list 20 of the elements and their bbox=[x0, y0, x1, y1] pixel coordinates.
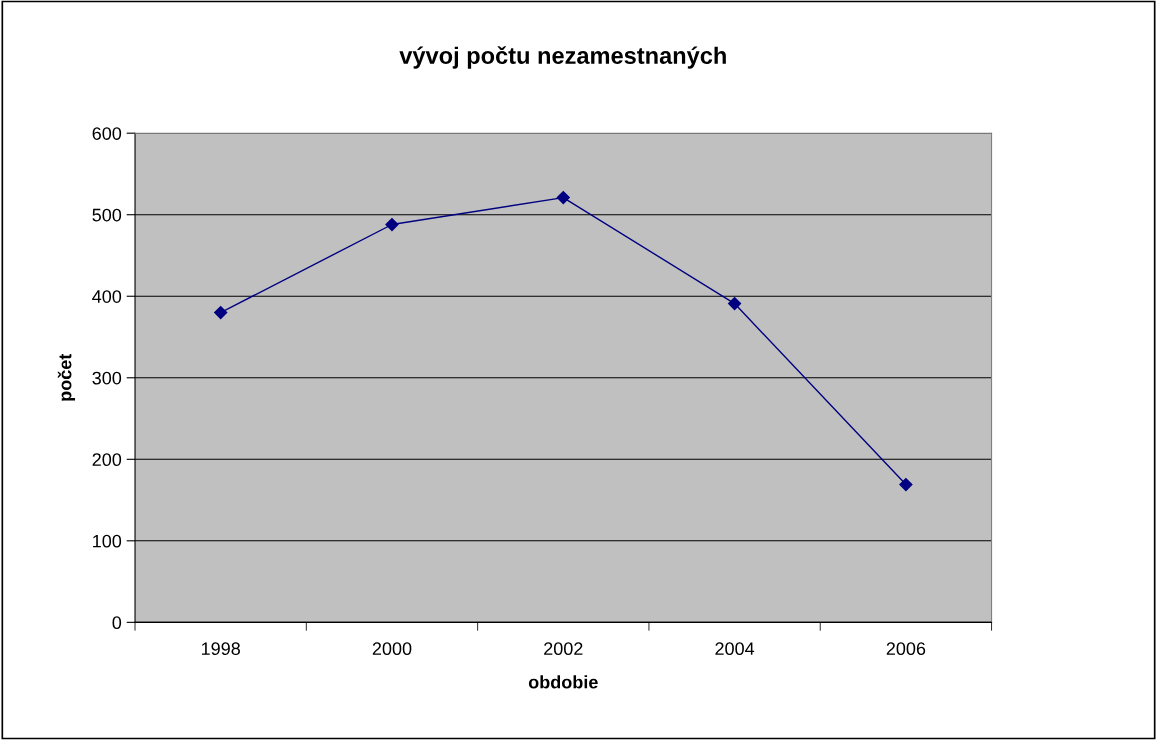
x-tick-label: 2000 bbox=[372, 642, 412, 656]
x-tick-label: 2002 bbox=[544, 642, 583, 656]
y-tick-label: 100 bbox=[93, 534, 122, 548]
y-tick-label: 200 bbox=[92, 453, 122, 467]
chart-title: vývoj počtu nezamestnaných bbox=[399, 46, 726, 69]
x-tick-label: 2004 bbox=[715, 642, 755, 656]
x-tick-label: 1998 bbox=[201, 642, 240, 656]
y-tick-label: 400 bbox=[92, 290, 122, 303]
x-tick-label: 2006 bbox=[886, 642, 926, 656]
y-axis-title: počet bbox=[57, 353, 76, 401]
y-tick-label: 300 bbox=[92, 371, 122, 385]
x-axis-title: obdobie bbox=[528, 675, 598, 689]
point bbox=[899, 477, 913, 492]
point bbox=[214, 305, 228, 320]
y-tick-label: 0 bbox=[112, 616, 122, 630]
y-tick-label: 600 bbox=[92, 127, 122, 140]
point bbox=[385, 217, 399, 232]
y-tick-label: 500 bbox=[92, 208, 122, 222]
point bbox=[556, 191, 570, 205]
point bbox=[728, 296, 742, 311]
